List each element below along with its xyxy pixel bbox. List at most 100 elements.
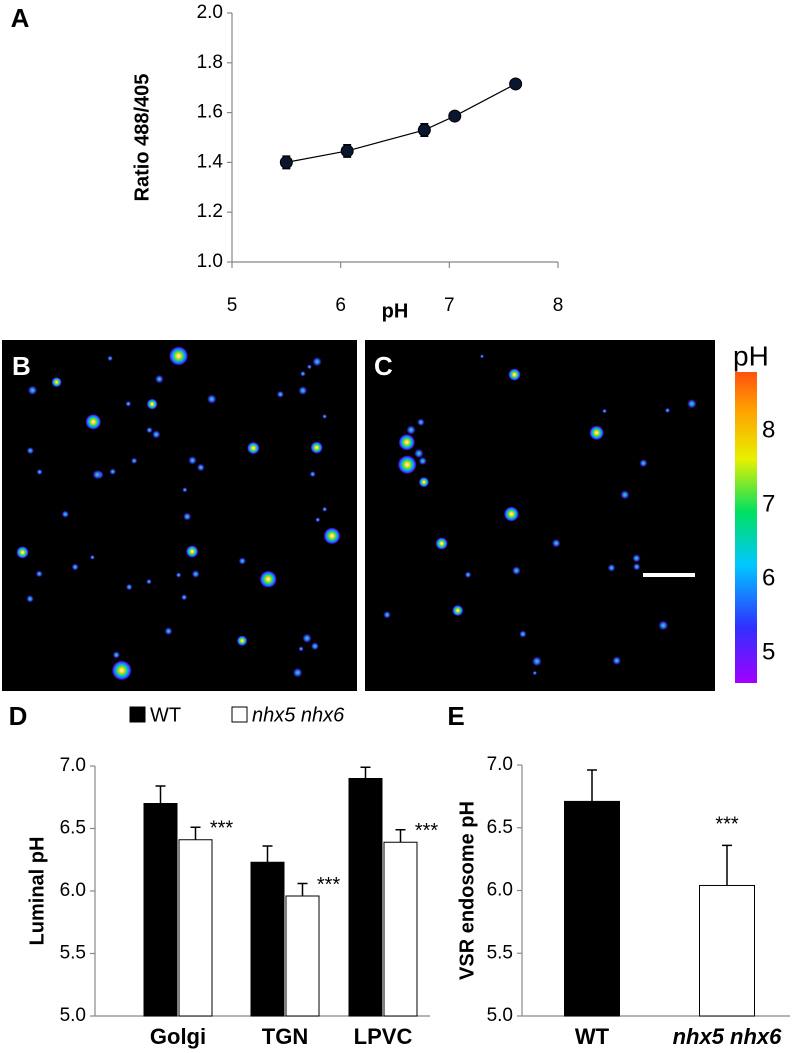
legend-swatch (129, 706, 146, 723)
spot (206, 394, 217, 404)
spot (300, 370, 306, 377)
spot (322, 506, 328, 512)
spot (315, 517, 321, 523)
spot (125, 400, 132, 407)
spot (632, 563, 641, 571)
y-tick-label: 6.5 (60, 818, 86, 839)
spot (164, 627, 173, 636)
spot (196, 463, 205, 472)
spot (323, 527, 341, 545)
panel-label: D (9, 701, 28, 731)
error-bar (190, 826, 201, 840)
bar (178, 839, 213, 1017)
y-tick-label: 6.0 (60, 880, 86, 901)
spot (155, 374, 164, 384)
spot (310, 441, 323, 454)
spot (418, 456, 427, 466)
y-tick-label: 2.0 (197, 2, 223, 23)
spot (322, 414, 328, 419)
y-tick-label: 5.5 (487, 942, 513, 963)
spot (182, 487, 188, 493)
panel-label: A (11, 3, 30, 33)
y-axis-label: Luminal pH (26, 837, 48, 946)
y-tick-label: 1.8 (197, 52, 223, 73)
legend-label: nhx5 nhx6 (252, 704, 345, 726)
spot (503, 506, 519, 522)
spot (479, 354, 485, 359)
spot (191, 570, 200, 578)
x-tick-label: 6 (335, 295, 346, 316)
spot (183, 512, 192, 521)
spot (302, 633, 312, 643)
point (340, 144, 354, 158)
spot (26, 447, 34, 455)
fit-line (286, 83, 516, 163)
spot (397, 455, 417, 475)
bar (699, 884, 755, 1017)
spot (181, 594, 188, 601)
panel-label: B (12, 351, 31, 381)
spot (35, 570, 43, 578)
spot (26, 595, 34, 603)
spot (236, 635, 248, 646)
significance: *** (317, 874, 341, 896)
x-axis-label: pH (382, 300, 409, 322)
spot (435, 537, 448, 550)
point (417, 123, 431, 137)
spot (36, 468, 43, 475)
micrograph-c (365, 340, 715, 691)
spot (398, 434, 416, 451)
spot (658, 620, 669, 631)
colorbar-tick-label: 7 (762, 491, 775, 518)
spot (146, 578, 152, 585)
point (279, 155, 293, 169)
spot (383, 611, 391, 619)
spot (107, 355, 113, 362)
y-tick-label: 1.0 (197, 251, 223, 272)
spot (452, 604, 464, 617)
spot (418, 477, 430, 488)
spot (589, 425, 604, 441)
legend-swatch (231, 706, 248, 723)
spot (276, 390, 284, 398)
spot (310, 642, 319, 651)
spot (111, 660, 132, 681)
spot (632, 554, 641, 563)
bar (143, 803, 178, 1017)
spot (531, 656, 542, 667)
spot (309, 471, 316, 478)
spot (89, 554, 95, 560)
spot (92, 469, 102, 480)
spot (639, 459, 648, 468)
y-tick-label: 5.5 (60, 943, 86, 964)
significance: *** (715, 814, 739, 836)
x-tick-label: 8 (553, 295, 564, 316)
spot (687, 399, 697, 409)
bar (564, 800, 620, 1017)
spot (664, 407, 671, 413)
spot (188, 456, 197, 465)
spot (620, 490, 630, 500)
y-tick-label: 6.5 (487, 817, 513, 838)
colorbar-tick-label: 6 (762, 565, 775, 592)
spot (512, 566, 521, 575)
y-tick-label: 7.0 (487, 754, 513, 775)
spot (131, 457, 138, 464)
y-tick-label: 6.0 (487, 880, 513, 901)
bar (250, 861, 285, 1017)
spot (298, 646, 304, 652)
spot (152, 430, 161, 439)
error-bar (262, 845, 273, 863)
error-bar (155, 785, 166, 804)
error-bar (395, 829, 406, 843)
colorbar-label: pH (733, 340, 769, 371)
spot (508, 368, 521, 381)
x-tick-label: nhx5 nhx6 (673, 1024, 783, 1049)
error-bar (297, 882, 308, 896)
panel-label: C (374, 351, 393, 381)
spot (292, 667, 303, 678)
spot (71, 563, 79, 571)
x-tick-label: TGN (262, 1024, 308, 1049)
spot (168, 346, 189, 366)
